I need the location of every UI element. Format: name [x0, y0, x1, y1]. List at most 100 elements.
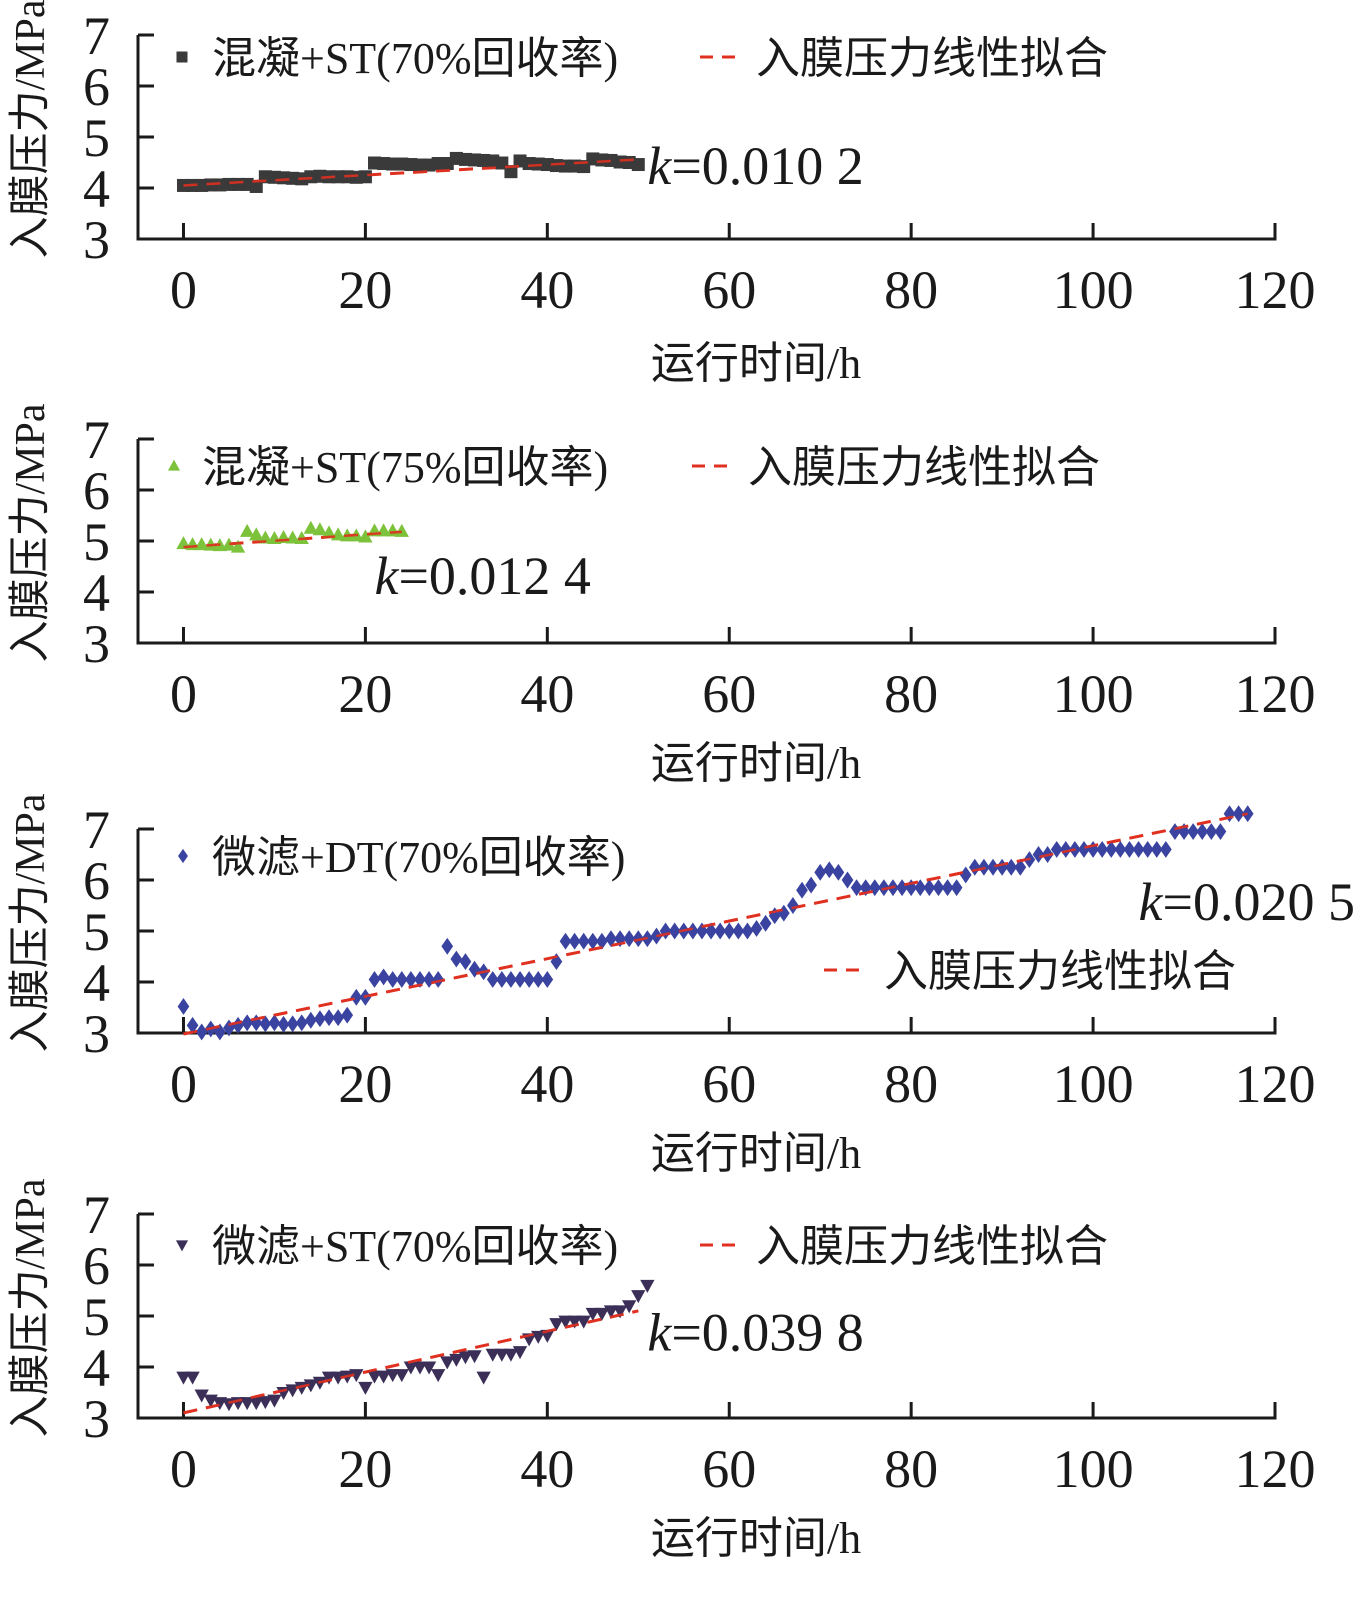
fit-line-overlay — [183, 812, 1248, 1036]
data-point — [194, 1389, 209, 1403]
data-point — [268, 1014, 281, 1032]
data-point — [705, 922, 717, 940]
data-point — [186, 1016, 199, 1034]
data-point — [987, 858, 999, 876]
x-tick-label: 80 — [884, 1054, 938, 1114]
data-point — [559, 932, 572, 950]
y-tick-label: 3 — [83, 1004, 110, 1064]
y-tick-label: 5 — [83, 512, 110, 572]
x-tick-label: 20 — [338, 1439, 392, 1499]
data-point — [223, 1019, 235, 1037]
legend-fit-label: 入膜压力线性拟合 — [756, 1222, 1108, 1271]
legend-marker — [167, 459, 181, 471]
x-tick-label: 20 — [338, 1054, 392, 1114]
legend-marker — [176, 51, 188, 63]
data-point — [1205, 823, 1218, 840]
slope-annotation: k=0.012 4 — [374, 546, 590, 606]
data-point — [358, 529, 373, 543]
legend-label: 微滤+ST(70%回收率) — [212, 1222, 618, 1271]
data-point — [504, 165, 518, 179]
data-point — [550, 953, 563, 971]
x-tick-label: 0 — [170, 664, 197, 724]
data-point — [249, 1397, 264, 1411]
data-point — [1223, 805, 1236, 823]
y-tick-label: 6 — [83, 461, 110, 521]
legend-marker — [178, 848, 188, 864]
data-point — [585, 1307, 600, 1321]
data-point — [440, 1356, 455, 1370]
data-point — [414, 971, 426, 988]
x-tick-label: 100 — [1053, 260, 1134, 320]
x-tick-label: 40 — [520, 1439, 574, 1499]
data-point — [723, 922, 736, 940]
data-point — [1132, 840, 1145, 858]
data-point — [240, 523, 255, 537]
data-point — [631, 158, 645, 172]
data-point — [185, 1371, 200, 1385]
data-point — [294, 530, 309, 544]
data-point — [777, 904, 790, 922]
data-point — [395, 971, 408, 988]
fit-line-overlay — [183, 530, 402, 549]
fit-line-overlay — [183, 158, 639, 187]
data-point — [741, 922, 754, 940]
data-point — [541, 971, 554, 988]
data-point — [1059, 840, 1072, 858]
y-tick-label: 3 — [83, 614, 110, 674]
data-point — [386, 971, 399, 988]
x-tick-label: 0 — [170, 1054, 197, 1114]
data-point — [467, 1350, 482, 1364]
data-point — [568, 932, 581, 950]
data-point — [221, 537, 237, 551]
data-point — [603, 1305, 619, 1319]
x-axis-title: 运行时间/h — [651, 739, 861, 788]
data-point — [385, 1369, 400, 1383]
data-point — [358, 170, 372, 184]
legend-label: 混凝+ST(70%回收率) — [212, 34, 618, 83]
data-point — [512, 1346, 528, 1360]
y-axis-title: 入膜压力/MPa — [8, 403, 54, 662]
data-point — [377, 968, 390, 986]
data-point — [230, 539, 246, 553]
data-point — [668, 922, 681, 940]
data-point — [323, 1009, 335, 1027]
data-point — [332, 1009, 344, 1027]
data-point — [258, 1396, 273, 1410]
data-point — [321, 525, 337, 539]
legend-fit-label: 入膜压力线性拟合 — [748, 443, 1100, 492]
data-point — [468, 960, 481, 978]
y-tick-label: 3 — [83, 1389, 110, 1449]
x-tick-label: 60 — [702, 260, 756, 320]
data-point — [476, 1371, 491, 1385]
data-point — [450, 950, 463, 968]
data-point — [787, 897, 799, 914]
data-point — [177, 998, 190, 1015]
data-point — [950, 879, 963, 897]
data-point — [1232, 805, 1245, 823]
data-point — [405, 971, 417, 988]
data-point — [576, 1315, 591, 1329]
data-point — [267, 1394, 282, 1408]
data-point — [341, 1006, 354, 1024]
data-point — [878, 879, 890, 897]
data-point — [586, 932, 599, 950]
data-point — [622, 1300, 637, 1314]
data-point — [495, 971, 508, 988]
data-point — [314, 1010, 326, 1028]
data-point — [368, 971, 381, 988]
data-point — [431, 1369, 446, 1383]
data-point — [687, 922, 699, 940]
data-point — [612, 1305, 628, 1319]
data-point — [523, 971, 535, 988]
data-point — [403, 1361, 419, 1375]
data-point — [1105, 840, 1118, 858]
x-tick-label: 80 — [884, 1439, 938, 1499]
x-axis-title: 运行时间/h — [651, 1514, 861, 1563]
data-point — [367, 1370, 382, 1384]
data-point — [312, 522, 328, 536]
data-point — [330, 1371, 346, 1385]
x-axis-title: 运行时间/h — [651, 1129, 861, 1178]
data-point — [1050, 840, 1063, 858]
y-tick-label: 5 — [83, 1287, 110, 1347]
